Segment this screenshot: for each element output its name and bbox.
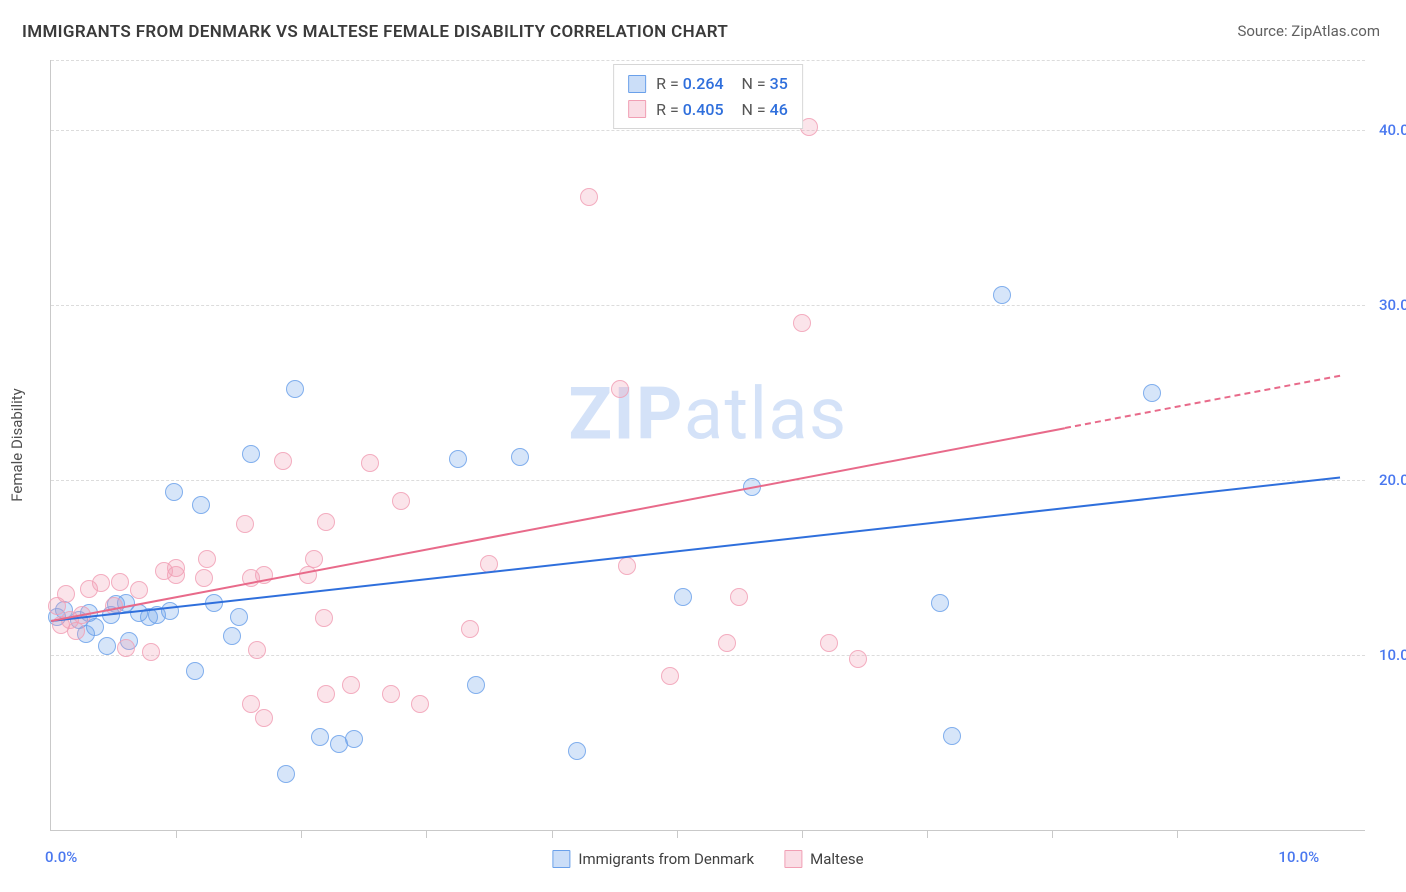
scatter-point-maltese [317, 513, 335, 531]
x-tick [1177, 830, 1178, 838]
scatter-point-maltese [92, 574, 110, 592]
legend-item-denmark: Immigrants from Denmark [552, 850, 754, 868]
legend-swatch [784, 850, 802, 868]
plot-area: ZIPatlas Female Disability 10.0%20.0%30.… [51, 60, 1365, 830]
legend-label: Immigrants from Denmark [578, 850, 754, 868]
legend-label: Maltese [810, 850, 863, 868]
gridline [51, 130, 1365, 131]
scatter-point-maltese [117, 639, 135, 657]
x-tick [301, 830, 302, 838]
x-tick [1052, 830, 1053, 838]
gridline [51, 480, 1365, 481]
scatter-point-maltese [793, 314, 811, 332]
gridline [51, 655, 1365, 656]
scatter-point-maltese [67, 622, 85, 640]
x-tick [927, 830, 928, 838]
gridline [51, 305, 1365, 306]
x-tick [176, 830, 177, 838]
scatter-point-denmark [345, 730, 363, 748]
scatter-point-denmark [186, 662, 204, 680]
scatter-point-maltese [800, 118, 818, 136]
trend-line-extrapolated [1064, 375, 1340, 429]
scatter-point-denmark [230, 608, 248, 626]
scatter-point-denmark [192, 496, 210, 514]
scatter-point-maltese [317, 685, 335, 703]
legend-row-maltese: R = 0.405N = 46 [628, 97, 788, 123]
y-tick-label: 10.0% [1379, 646, 1406, 664]
watermark: ZIPatlas [568, 372, 847, 457]
gridline [51, 60, 1365, 61]
scatter-point-denmark [467, 676, 485, 694]
scatter-point-maltese [580, 188, 598, 206]
scatter-point-maltese [461, 620, 479, 638]
scatter-point-denmark [165, 483, 183, 501]
legend-item-maltese: Maltese [784, 850, 863, 868]
scatter-point-maltese [849, 650, 867, 668]
scatter-point-maltese [274, 452, 292, 470]
x-tick [552, 830, 553, 838]
scatter-point-maltese [361, 454, 379, 472]
legend-correlation: R = 0.264N = 35R = 0.405N = 46 [613, 64, 803, 129]
scatter-point-maltese [611, 380, 629, 398]
scatter-point-maltese [167, 566, 185, 584]
x-tick-label: 0.0% [45, 848, 77, 866]
scatter-point-denmark [568, 742, 586, 760]
chart-area: ZIPatlas Female Disability 10.0%20.0%30.… [50, 60, 1365, 831]
scatter-point-maltese [255, 709, 273, 727]
scatter-point-maltese [820, 634, 838, 652]
scatter-point-maltese [411, 695, 429, 713]
y-axis-title: Female Disability [8, 388, 26, 502]
scatter-point-maltese [111, 573, 129, 591]
scatter-point-maltese [248, 641, 266, 659]
scatter-point-denmark [223, 627, 241, 645]
x-tick [426, 830, 427, 838]
legend-swatch [628, 75, 646, 93]
scatter-point-denmark [674, 588, 692, 606]
scatter-point-maltese [618, 557, 636, 575]
scatter-point-maltese [198, 550, 216, 568]
scatter-point-denmark [931, 594, 949, 612]
y-tick-label: 20.0% [1379, 471, 1406, 489]
scatter-point-maltese [661, 667, 679, 685]
scatter-point-denmark [277, 765, 295, 783]
scatter-point-denmark [286, 380, 304, 398]
scatter-point-maltese [195, 569, 213, 587]
x-tick [802, 830, 803, 838]
scatter-point-denmark [242, 445, 260, 463]
legend-row-denmark: R = 0.264N = 35 [628, 71, 788, 97]
scatter-point-maltese [718, 634, 736, 652]
legend-series: Immigrants from Denmark Maltese [552, 850, 863, 868]
scatter-point-maltese [730, 588, 748, 606]
scatter-point-maltese [142, 643, 160, 661]
scatter-point-maltese [299, 566, 317, 584]
scatter-point-denmark [98, 637, 116, 655]
y-tick-label: 30.0% [1379, 296, 1406, 314]
legend-swatch [628, 100, 646, 118]
scatter-point-denmark [943, 727, 961, 745]
scatter-point-maltese [342, 676, 360, 694]
scatter-point-maltese [236, 515, 254, 533]
y-tick-label: 40.0% [1379, 121, 1406, 139]
scatter-point-maltese [130, 581, 148, 599]
scatter-point-denmark [311, 728, 329, 746]
scatter-point-denmark [511, 448, 529, 466]
scatter-point-maltese [305, 550, 323, 568]
scatter-point-maltese [315, 609, 333, 627]
scatter-point-maltese [382, 685, 400, 703]
scatter-point-denmark [449, 450, 467, 468]
legend-swatch [552, 850, 570, 868]
source-label: Source: ZipAtlas.com [1237, 22, 1380, 40]
scatter-point-denmark [993, 286, 1011, 304]
scatter-point-maltese [57, 585, 75, 603]
scatter-point-denmark [161, 602, 179, 620]
x-tick-label: 10.0% [1278, 848, 1319, 866]
chart-title: IMMIGRANTS FROM DENMARK VS MALTESE FEMAL… [22, 22, 728, 42]
scatter-point-maltese [392, 492, 410, 510]
scatter-point-denmark [1143, 384, 1161, 402]
x-tick [677, 830, 678, 838]
